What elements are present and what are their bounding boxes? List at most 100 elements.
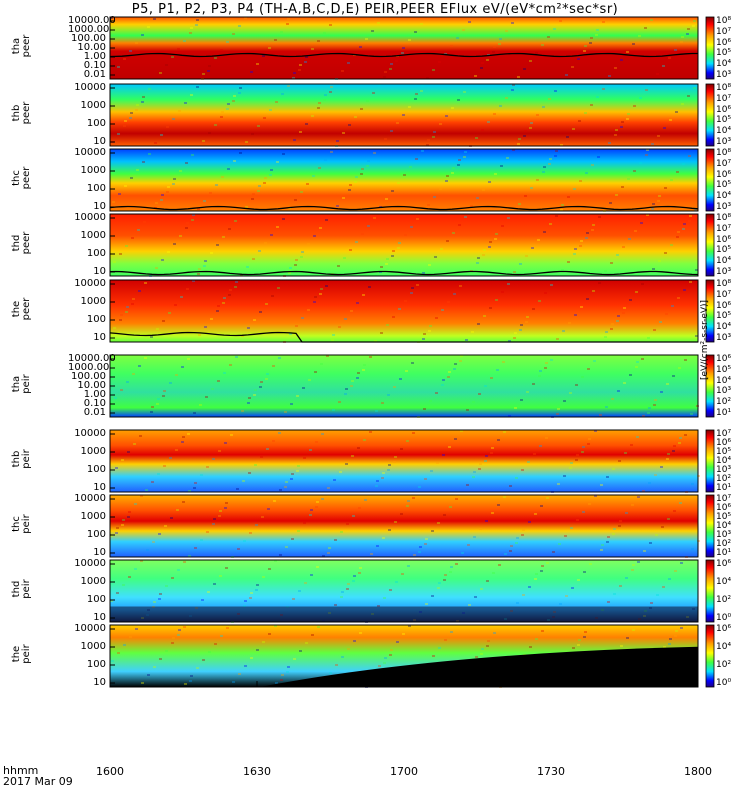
ytick-label: 10 xyxy=(93,332,106,343)
colorbar-tick-label: 10⁵ xyxy=(716,48,732,59)
colorbar-tick-label: 10⁶ xyxy=(716,438,732,448)
colorbar-tick-label: 10³ xyxy=(716,465,732,475)
spectrogram-tha-peir xyxy=(110,355,698,417)
xtick-label: 1730 xyxy=(537,765,565,778)
ytick-label: 100 xyxy=(86,464,106,475)
colorbar-tick-label: 10⁸ xyxy=(716,279,732,289)
colorbar-tick-label: 10⁵ xyxy=(716,512,732,522)
colorbar-tick-label: 10³ xyxy=(716,267,732,277)
ytick-label: 0.01 xyxy=(83,69,106,80)
species-label: peer xyxy=(21,101,32,125)
spectrogram-the-peer xyxy=(110,280,698,342)
ytick-label: 100 xyxy=(86,659,106,670)
ytick-label: 0.10 xyxy=(83,60,106,71)
colorbar-tick-label: 10⁴ xyxy=(716,59,732,70)
colorbar-tick-label: 10⁷ xyxy=(716,93,732,104)
noise-the-peer xyxy=(113,280,698,343)
ytick-label: 10 xyxy=(93,266,106,277)
colorbar-tick-label: 10⁰ xyxy=(716,613,732,623)
colorbar-tick-label: 10⁶ xyxy=(716,354,732,364)
colorbar-tick-label: 10² xyxy=(716,539,732,549)
spectrogram-thb-peer xyxy=(110,84,698,146)
colorbar-tick-label: 10⁵ xyxy=(716,364,732,375)
ytick-label: 1000 xyxy=(80,446,106,457)
species-label: peir xyxy=(21,449,32,469)
colorbar-tick-label: 10⁵ xyxy=(716,115,732,126)
colorbar-tick-label: 10² xyxy=(716,660,732,670)
colorbar-tick-label: 10³ xyxy=(716,530,732,540)
colorbar-tick-label: 10³ xyxy=(716,70,732,80)
colorbar-tick-label: 10⁴ xyxy=(716,322,732,333)
ytick-label: 1000 xyxy=(80,576,106,587)
noise-tha-peir xyxy=(114,355,699,418)
panel-label-the-peer: the peer xyxy=(11,289,32,329)
spectrogram-thd-peer xyxy=(110,214,698,276)
ytick-label: 10 xyxy=(93,136,106,147)
ytick-label: 1000.00 xyxy=(68,362,110,373)
ytick-label: 1000 xyxy=(80,511,106,522)
ytick-label: 100 xyxy=(86,529,106,540)
date-label: 2017 Mar 09 xyxy=(3,775,73,788)
colorbar-tick-label: 10⁵ xyxy=(716,311,732,322)
panel-label-thc-peir: thc peir xyxy=(11,504,32,544)
colorbar-tick-label: 10⁶ xyxy=(716,559,732,569)
frame-the-peer xyxy=(109,279,699,343)
low-flux-mask xyxy=(260,646,698,687)
colorbar-thb-peer xyxy=(705,83,715,147)
colorbar-tick-label: 10⁴ xyxy=(716,456,732,466)
ytick-label: 1000 xyxy=(80,296,106,307)
species-label: peer xyxy=(21,34,32,58)
ytick-label: 0.10 xyxy=(83,398,106,409)
colorbar-thc-peer xyxy=(705,148,715,212)
panel-label-thb-peer: thb peer xyxy=(11,93,32,133)
colorbar-tha-peer xyxy=(705,16,715,80)
colorbar-tick-label: 10⁶ xyxy=(716,104,732,115)
panel-label-tha-peir: tha peir xyxy=(11,364,32,404)
noise-thb-peir xyxy=(115,430,700,493)
xtick-label: 1630 xyxy=(243,765,271,778)
panel-label-thd-peer: thd peer xyxy=(11,223,32,263)
colorbar-thc-peir xyxy=(705,494,715,558)
xtick-label: 1700 xyxy=(390,765,418,778)
frame-thc-peir xyxy=(109,494,699,558)
ytick-label: 100.00 xyxy=(71,371,106,382)
ytick-label: 100 xyxy=(86,183,106,194)
colorbar-tick-label: 10⁶ xyxy=(716,503,732,513)
colorbar-the-peer xyxy=(705,279,715,343)
species-label: peir xyxy=(21,374,32,394)
ytick-label: 1000.00 xyxy=(68,24,110,35)
colorbar-tick-label: 10⁶ xyxy=(716,37,732,48)
ytick-label: 100 xyxy=(86,594,106,605)
ytick-label: 10000 xyxy=(74,278,106,289)
trace-thc-peer xyxy=(109,205,699,211)
colorbar-thd-peir xyxy=(705,559,715,623)
noise-tha-peer xyxy=(110,17,696,80)
ytick-label: 10000 xyxy=(74,493,106,504)
colorbar-tick-label: 10² xyxy=(716,397,732,408)
colorbar-tick-label: 10⁷ xyxy=(716,289,732,300)
colorbar-tick-label: 10⁷ xyxy=(716,429,732,439)
ytick-label: 100.00 xyxy=(71,33,106,44)
ytick-label: 10.00 xyxy=(77,380,106,391)
ytick-label: 10000 xyxy=(74,558,106,569)
colorbar-tick-label: 10¹ xyxy=(716,483,732,493)
colorbar-tick-label: 10⁴ xyxy=(716,375,732,386)
colorbar-tick-label: 10⁴ xyxy=(716,191,732,202)
colorbar-tick-label: 10⁷ xyxy=(716,26,732,37)
ytick-label: 10000.00 xyxy=(68,353,116,364)
ytick-label: 100 xyxy=(86,118,106,129)
panel-label-thb-peir: thb peir xyxy=(11,439,32,479)
ytick-label: 10000 xyxy=(74,147,106,158)
trace-thd-peer xyxy=(109,270,699,276)
ytick-label: 10000.00 xyxy=(68,15,116,26)
low-flux-mask xyxy=(110,606,698,622)
time-axis-legend: hhmm 2017 Mar 09 xyxy=(3,765,73,787)
species-label: peer xyxy=(21,231,32,255)
colorbar-tick-label: 10⁶ xyxy=(716,234,732,245)
colorbar-tick-label: 10³ xyxy=(716,333,732,343)
ytick-label: 10 xyxy=(93,547,106,558)
colorbar-tick-label: 10⁵ xyxy=(716,180,732,191)
ytick-label: 0.01 xyxy=(83,407,106,418)
xtick-label: 1800 xyxy=(684,765,712,778)
